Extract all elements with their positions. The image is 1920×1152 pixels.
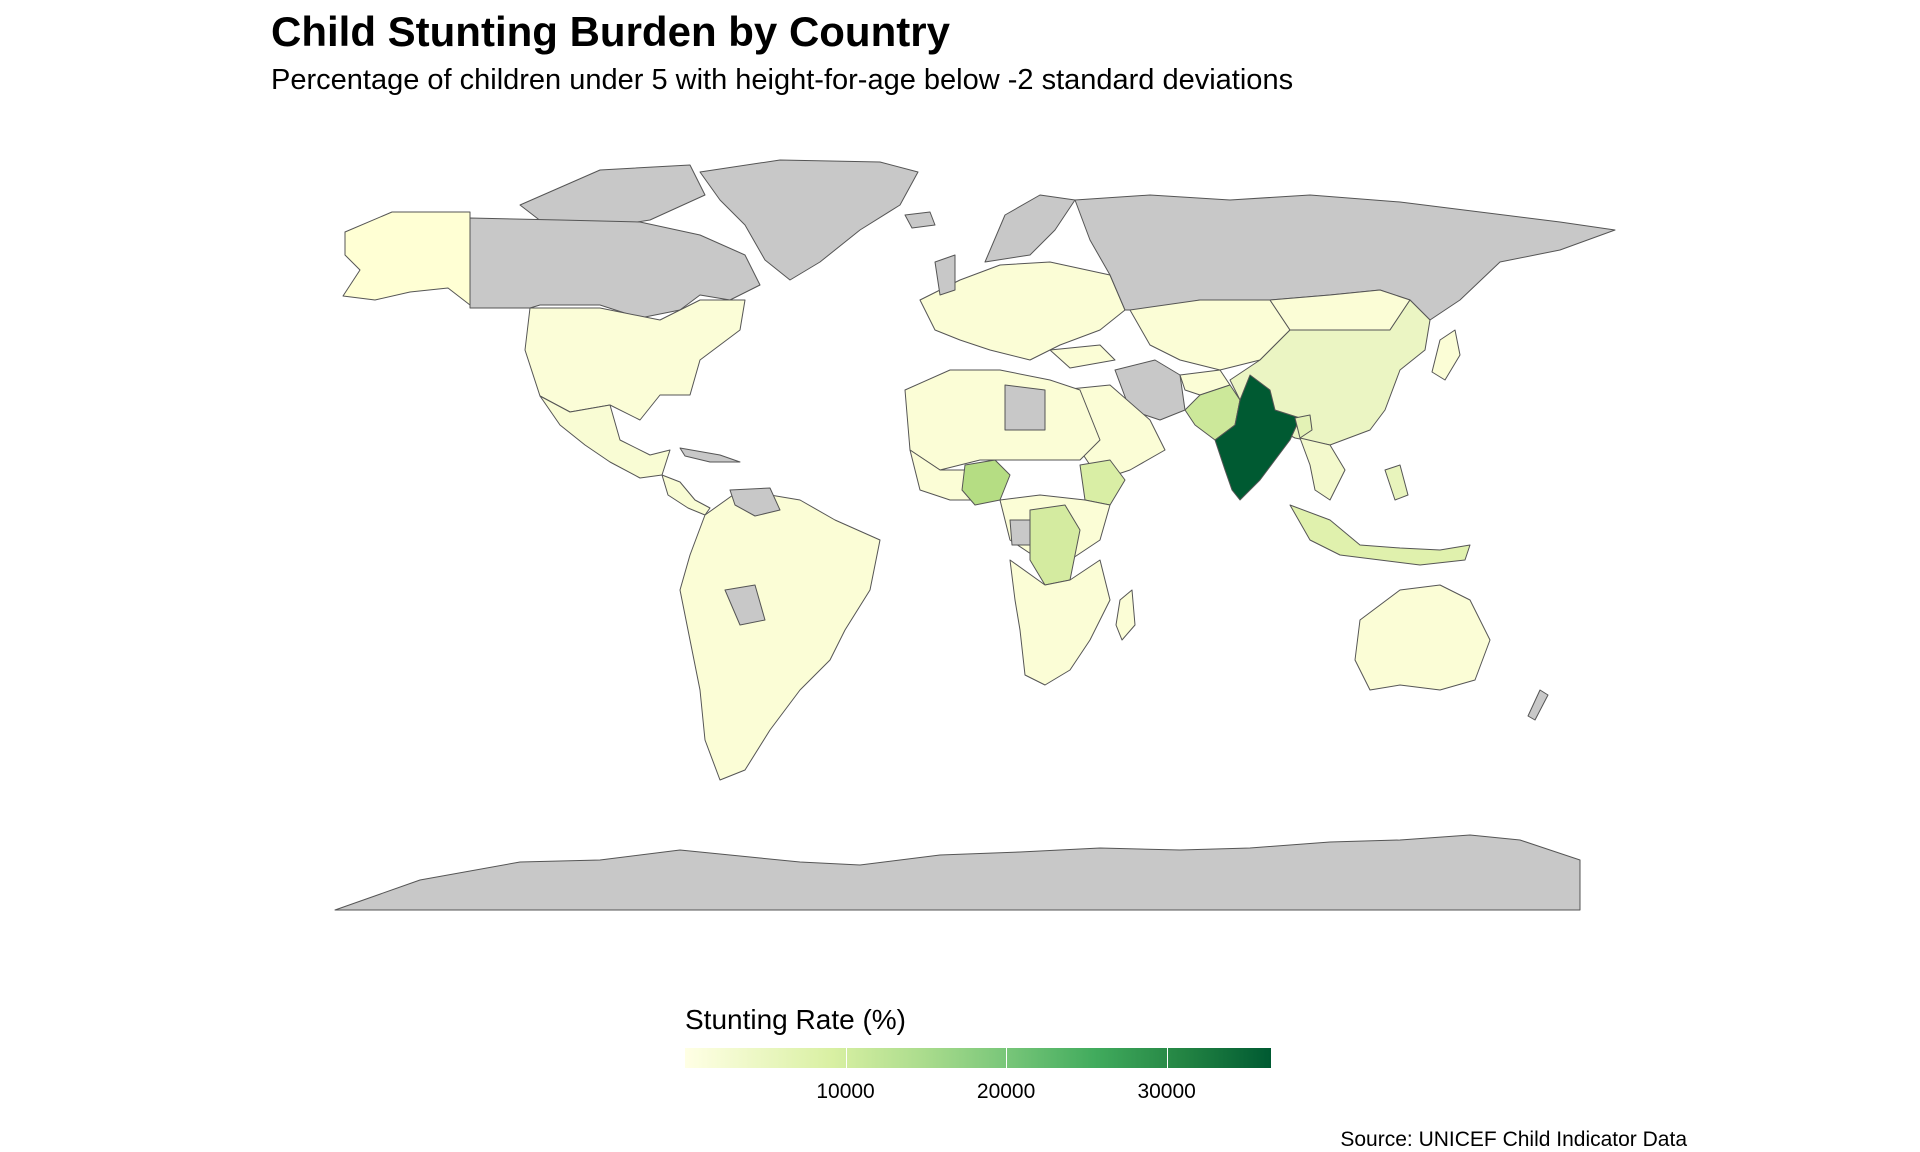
legend-tick-mark (1166, 1048, 1168, 1068)
indonesia (1289, 504, 1471, 566)
canada (469, 217, 761, 319)
legend-tick-mark (845, 1048, 847, 1068)
bolivia (724, 584, 766, 626)
turkey (1049, 344, 1116, 369)
legend-title: Stunting Rate (%) (685, 1004, 906, 1035)
map-title: Child Stunting Burden by Country (271, 8, 950, 55)
iceland (904, 211, 936, 229)
india (1214, 374, 1301, 501)
uk (934, 254, 956, 296)
ethiopia (1079, 459, 1126, 506)
alaska (342, 211, 471, 306)
legend-tick-label: 20000 (976, 1080, 1036, 1103)
legend-colorbar (685, 1048, 1271, 1068)
venezuela-guyana (729, 487, 781, 517)
europe (919, 261, 1126, 361)
scandinavia (984, 194, 1076, 263)
map-subtitle: Percentage of children under 5 with heig… (271, 64, 1294, 96)
legend-tick-label: 30000 (1137, 1080, 1196, 1103)
japan (1431, 329, 1461, 381)
usa (524, 299, 746, 421)
libya (1004, 384, 1046, 431)
mexico (539, 395, 671, 479)
north-africa (904, 369, 1101, 471)
legend-tick-label: 10000 (816, 1080, 875, 1103)
madagascar (1115, 589, 1136, 641)
nigeria (961, 459, 1011, 506)
southeast-asia (1299, 437, 1346, 501)
dr-congo (1029, 504, 1081, 586)
south-america (679, 489, 881, 781)
gabon-congo (1009, 519, 1031, 546)
southern-africa (1009, 559, 1111, 686)
greenland (699, 159, 919, 281)
new-zealand (1527, 689, 1549, 721)
legend-tick-mark (1006, 1048, 1008, 1068)
source-caption: Source: UNICEF Child Indicator Data (1340, 1128, 1687, 1151)
antarctica (334, 834, 1581, 911)
australia (1354, 584, 1491, 691)
bangladesh (1294, 414, 1313, 439)
cuba (679, 447, 741, 463)
philippines (1384, 464, 1409, 501)
central-america (661, 474, 711, 516)
